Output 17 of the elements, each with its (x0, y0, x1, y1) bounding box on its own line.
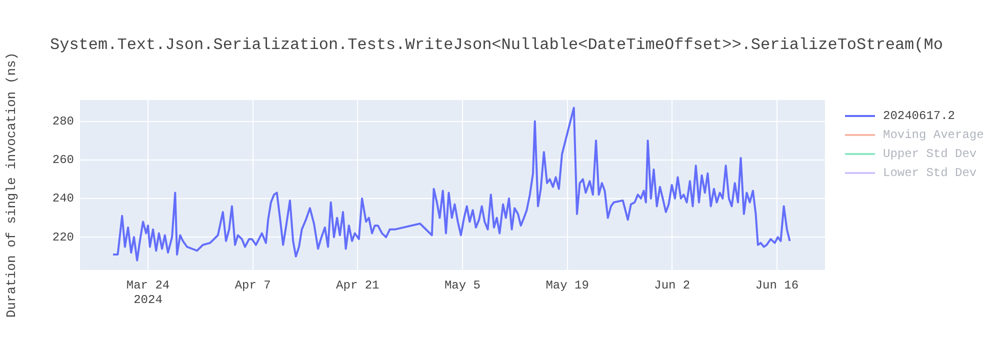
x-tick-label: May 19 (546, 278, 589, 292)
legend-label: Moving Average (883, 128, 984, 142)
y-tick-label: 260 (52, 153, 74, 168)
x-tick-label: Mar 24 2024 (126, 278, 170, 307)
y-tick-label: 280 (52, 114, 74, 128)
y-axis-title: Duration of single invocation (ns) (4, 52, 20, 318)
legend-label: Upper Std Dev (883, 146, 977, 160)
x-tick-label: Jun 2 (654, 278, 690, 292)
x-tick-label: May 5 (444, 278, 480, 292)
x-tick-label: Apr 21 (336, 278, 380, 292)
y-tick-label: 240 (52, 192, 74, 206)
x-tick-label: Apr 7 (234, 278, 271, 292)
x-tick-label: Jun 16 (755, 278, 799, 292)
chart-title: System.Text.Json.Serialization.Tests.WriteJson<Nullable<DateTimeOffset>>.SerializeToStream(Mo (50, 36, 943, 54)
legend-label: 20240617.2 (883, 108, 956, 122)
y-tick-label: 220 (52, 230, 74, 244)
legend-label: Lower Std Dev (883, 166, 977, 180)
